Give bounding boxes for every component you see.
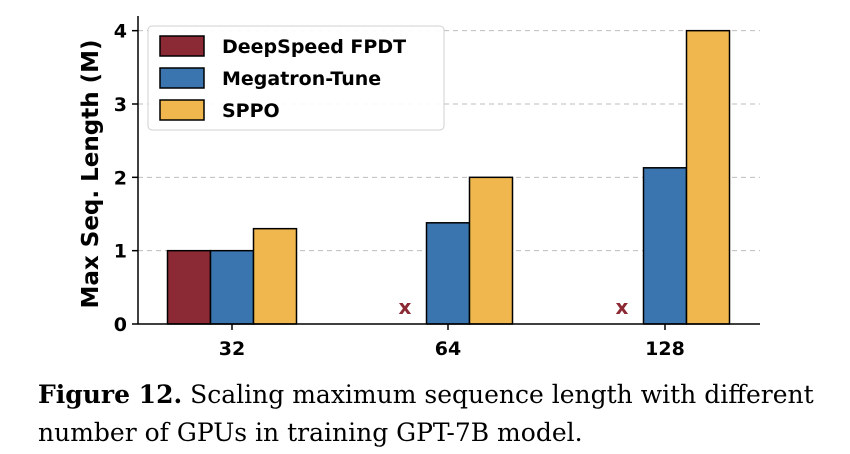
bar-megatron-tune-64	[425, 222, 471, 325]
legend-swatch	[159, 99, 205, 121]
y-ticks: 0 1 2 3 4	[114, 21, 138, 336]
legend-label: DeepSpeed FPDT	[222, 36, 406, 58]
missing-marker-128: x	[616, 295, 629, 319]
x-tick-label: 32	[219, 338, 245, 360]
y-tick-label: 4	[114, 21, 127, 43]
x-tick-label: 128	[645, 338, 685, 360]
bar-sppo-64	[468, 176, 514, 325]
legend-swatch	[159, 35, 205, 57]
legend-box	[147, 25, 445, 131]
axes	[137, 16, 760, 325]
x-ticks: 32 64 128	[219, 324, 685, 360]
y-tick-label: 0	[114, 314, 127, 336]
legend-label: Megatron-Tune	[222, 68, 381, 90]
legend-swatch	[159, 67, 205, 89]
y-tick-label: 3	[114, 94, 127, 116]
bar-megatron-tune-128	[642, 167, 688, 325]
x-tick-label: 64	[435, 338, 461, 360]
y-tick-label: 2	[114, 167, 127, 189]
missing-marker-64: x	[399, 295, 412, 319]
figure-caption: Figure 12. Scaling maximum sequence leng…	[38, 376, 838, 452]
legend: DeepSpeed FPDT Megatron-Tune SPPO	[147, 25, 445, 131]
caption-label: Figure 12.	[38, 380, 183, 409]
legend-label: SPPO	[222, 100, 280, 122]
y-tick-label: 1	[114, 241, 127, 263]
bar-sppo-128	[685, 29, 731, 325]
bar-deepspeed-fpdt-32	[166, 249, 212, 325]
bar-sppo-32	[252, 227, 298, 325]
y-axis-label: Max Seq. Length (M)	[78, 39, 104, 308]
bar-megatron-tune-32	[209, 249, 255, 325]
caption-text: Scaling maximum sequence length with dif…	[38, 380, 814, 447]
bars	[166, 29, 731, 325]
